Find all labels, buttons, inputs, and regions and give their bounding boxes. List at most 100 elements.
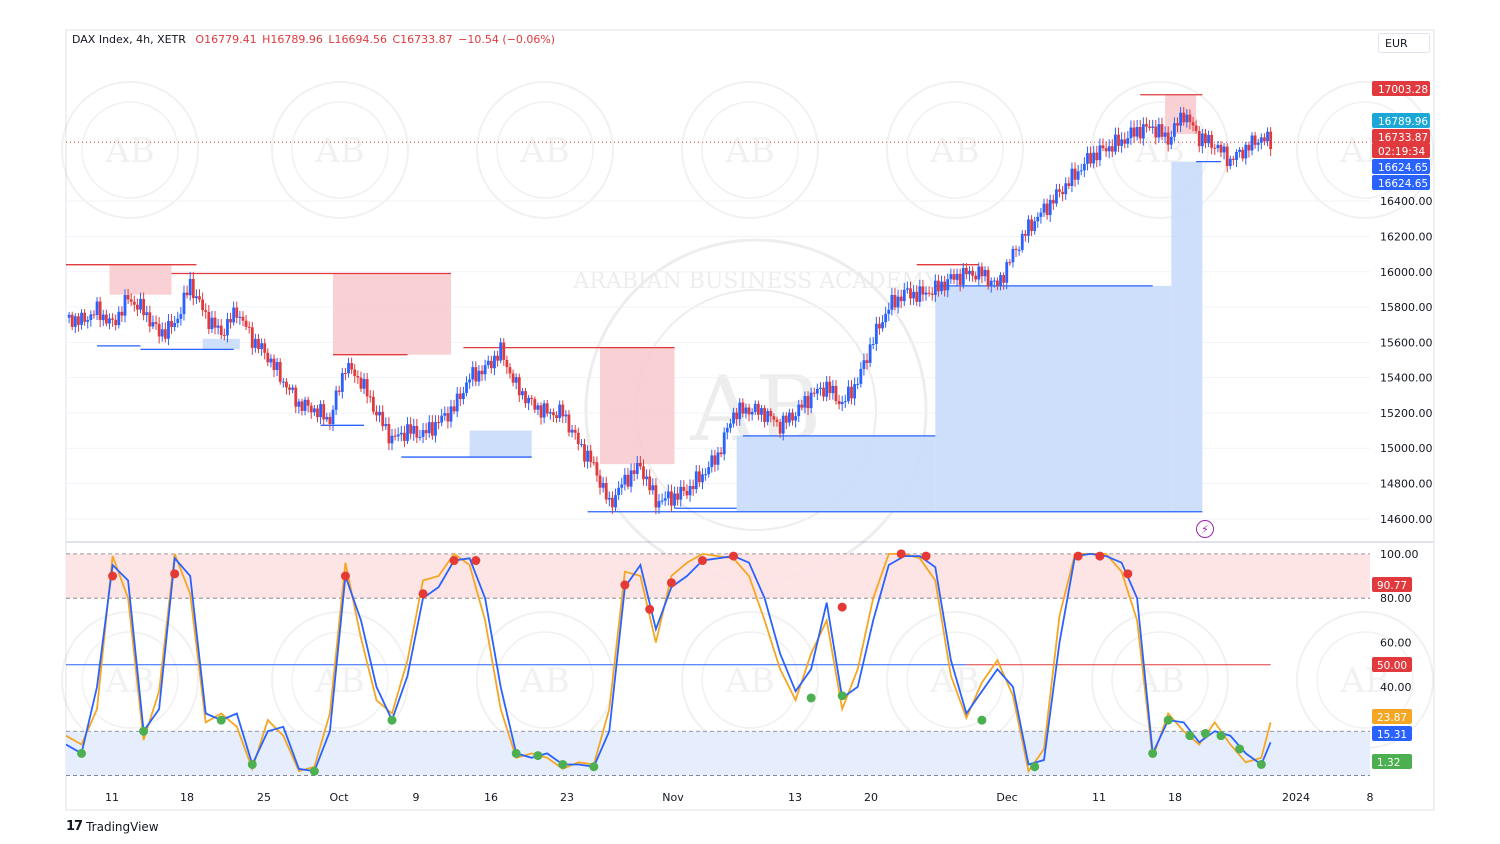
candle-body (1151, 126, 1155, 128)
stoch-y-tick-label: 80.00 (1380, 592, 1412, 605)
candle-body (747, 407, 751, 415)
brand-footer[interactable]: 17 TradingView (66, 819, 159, 834)
candle-body (263, 343, 267, 353)
watermark-seal (271, 81, 409, 219)
stoch-value-label: 1.32 (1377, 757, 1400, 769)
candle-body (831, 385, 835, 394)
candle-body (474, 367, 478, 382)
candle-body (1179, 112, 1183, 126)
candle-body (1219, 144, 1223, 153)
watermark-monogram: AB (519, 131, 570, 171)
candle-body (86, 319, 90, 322)
signal-marker (1200, 728, 1210, 738)
candle-body (73, 316, 77, 327)
candle-body (406, 424, 409, 441)
candle-body (226, 319, 229, 336)
signal-marker (418, 589, 428, 599)
candle-body (1173, 123, 1176, 137)
close-value: C16733.87 (392, 33, 453, 46)
candle-body (434, 422, 437, 436)
candle-body (1033, 221, 1037, 231)
candle-body (1132, 127, 1136, 137)
candle-body (1210, 134, 1214, 148)
candle-body (822, 387, 825, 397)
candle-body (1213, 147, 1217, 149)
candle-body (1250, 135, 1254, 151)
candle-body (98, 301, 102, 321)
demand-zone (736, 435, 936, 512)
candle-body (1123, 139, 1127, 144)
candle-body (539, 405, 543, 418)
signal-marker (729, 551, 739, 561)
stoch-value-label: 23.87 (1377, 712, 1407, 724)
x-tick-label: 11 (105, 791, 119, 804)
open-value: O16779.41 (195, 33, 257, 46)
candle-body (946, 279, 950, 291)
candle-body (561, 404, 565, 417)
demand-zone (469, 430, 532, 458)
candle-body (521, 391, 524, 396)
lightning-icon[interactable]: ⚡ (1196, 520, 1214, 538)
candle-body (825, 381, 829, 397)
candle-body (806, 396, 810, 409)
candle-body (719, 452, 723, 455)
price-tag-label: 02:19:34 (1378, 146, 1425, 158)
watermark-seal-inner (81, 101, 179, 199)
candle-body (977, 266, 981, 280)
candle-body (1129, 127, 1133, 139)
candle-body (1135, 127, 1139, 137)
signal-marker (1095, 551, 1105, 561)
candle-body (204, 310, 208, 312)
candle-body (558, 404, 562, 419)
price-tag (1372, 81, 1430, 96)
candle-body (288, 387, 291, 390)
candle-body (1263, 137, 1266, 142)
candle-body (1197, 130, 1201, 147)
candle-body (756, 403, 760, 415)
candle-body (673, 493, 676, 506)
y-tick-label: 15800.00 (1380, 301, 1433, 314)
candle-body (1079, 170, 1083, 172)
candle-body (980, 266, 984, 277)
candle-body (232, 307, 236, 323)
candle-body (322, 404, 326, 420)
candle-body (573, 429, 577, 433)
candle-body (505, 359, 509, 368)
candle-body (632, 470, 636, 474)
symbol-label[interactable]: DAX Index, 4h, XETR (72, 33, 186, 46)
candle-body (654, 485, 658, 508)
candle-body (819, 387, 822, 389)
watermark-seal-inner (701, 631, 799, 729)
candle-body (430, 422, 434, 436)
watermark-monogram: AB (724, 661, 775, 701)
candle-body (564, 414, 568, 417)
candle-body (182, 292, 186, 315)
price-tag (1372, 143, 1430, 158)
signal-marker (697, 556, 707, 566)
candle-body (517, 377, 521, 396)
watermark-seal (681, 81, 819, 219)
signal-marker (77, 748, 87, 758)
candle-body (229, 319, 232, 323)
candle-body (1082, 163, 1086, 171)
candle-body (937, 280, 940, 292)
watermark-seal (61, 81, 199, 219)
candle-body (210, 317, 214, 330)
candle-body (896, 296, 900, 308)
candle-body (1098, 145, 1102, 161)
candle-body (489, 360, 493, 369)
watermark-seal-inner (496, 101, 594, 199)
candle-body (1256, 142, 1260, 145)
currency-button[interactable]: EUR (1378, 33, 1430, 53)
candle-body (536, 405, 540, 410)
candle-body (347, 363, 350, 374)
candle-body (1269, 131, 1273, 149)
candle-body (219, 325, 223, 335)
candle-body (195, 296, 198, 299)
watermark-monogram: AB (314, 131, 365, 171)
candle-body (477, 370, 481, 382)
signal-marker (620, 580, 630, 590)
candle-body (455, 393, 459, 412)
candle-body (638, 462, 642, 467)
